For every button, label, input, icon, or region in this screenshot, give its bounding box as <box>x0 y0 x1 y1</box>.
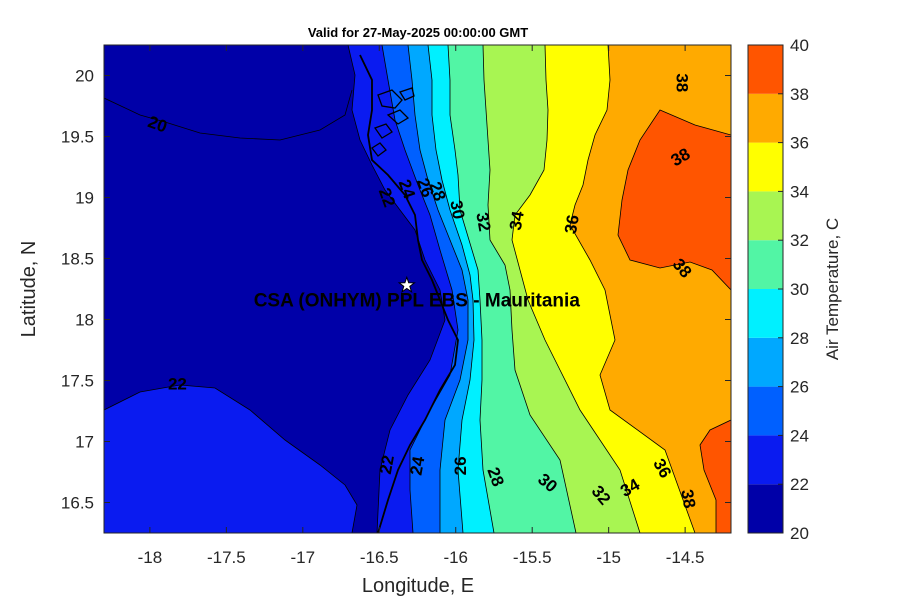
plot-frame <box>103 44 732 534</box>
contour-label: 24 <box>407 454 429 476</box>
coastline <box>359 54 459 533</box>
contour-bands <box>104 45 731 533</box>
colorbar-tick-label: 40 <box>790 36 809 55</box>
colorbar-tick-label: 20 <box>790 524 809 543</box>
y-tick-label: 18.5 <box>61 250 94 269</box>
y-axis-label: Latitude, N <box>18 241 40 338</box>
contour-line-22 <box>347 45 446 533</box>
contour-line-24 <box>381 45 459 533</box>
site-label: CSA (ONHYM) PPL EBS - Mauritania <box>254 290 581 311</box>
colorbar-swatch <box>748 142 783 192</box>
band-22-24-south <box>104 385 357 533</box>
colorbar-swatch <box>748 386 783 436</box>
island-outline <box>377 89 403 109</box>
contour-label: 22 <box>168 375 187 394</box>
y-tick-label: 19.5 <box>61 128 94 147</box>
colorbar-swatch <box>748 484 783 533</box>
island-outline <box>373 123 393 139</box>
x-tick-label: -17.5 <box>207 548 246 567</box>
contour-label: 32 <box>472 211 494 233</box>
contour-line-22-south <box>104 384 358 533</box>
colorbar-swatch <box>748 435 783 485</box>
colorbar-label: Air Temperature, C <box>823 218 842 360</box>
island-outline <box>371 142 387 157</box>
colorbar-tick-label: 30 <box>790 280 809 299</box>
x-tick-label: -18 <box>138 548 163 567</box>
contour-lines <box>104 45 731 533</box>
colorbar-tick-label: 38 <box>790 85 809 104</box>
colorbar-tick-label: 26 <box>790 378 809 397</box>
contour-line-28 <box>427 45 475 533</box>
colorbar-swatch <box>748 191 783 241</box>
contour-label: 34 <box>506 209 528 231</box>
colorbar-swatch <box>748 337 783 387</box>
y-tick-label: 18 <box>75 311 94 330</box>
band-38-40-south <box>700 420 731 533</box>
colorbar-swatch <box>748 240 783 289</box>
x-tick-label: -16 <box>443 548 468 567</box>
contour-line-34 <box>511 45 641 533</box>
contour-line-32 <box>482 45 577 533</box>
contour-label: 38 <box>673 73 692 92</box>
contour-label: 30 <box>446 199 468 221</box>
contour-line-20 <box>104 89 353 141</box>
contour-line-30 <box>447 45 495 533</box>
contour-line-36 <box>569 45 696 533</box>
colorbar-tick-label: 34 <box>790 182 809 201</box>
colorbar-tick-label: 28 <box>790 329 809 348</box>
island-outline <box>399 87 415 101</box>
x-tick-label: -15 <box>596 548 621 567</box>
y-tick-label: 17.5 <box>61 372 94 391</box>
contour-label: 22 <box>376 454 398 476</box>
contour-line-26 <box>407 45 469 533</box>
band-38-40-north <box>618 110 731 290</box>
colorbar-tick-label: 24 <box>790 426 809 445</box>
y-tick-label: 17 <box>75 433 94 452</box>
y-tick-label: 16.5 <box>61 494 94 513</box>
x-tick-label: -17 <box>291 548 316 567</box>
colorbar: 20 22 24 26 28 30 32 34 36 38 40 <box>747 36 809 543</box>
y-tick-label: 19 <box>75 189 94 208</box>
colorbar-tick-label: 36 <box>790 134 809 153</box>
x-axis-label: Longitude, E <box>362 575 474 597</box>
y-tick-label: 20 <box>75 67 94 86</box>
contour-line-38-north <box>617 109 731 291</box>
colorbar-swatch <box>748 93 783 143</box>
site-star-marker <box>397 275 416 294</box>
contour-line-38-south <box>699 419 731 533</box>
contour-label: 38 <box>677 488 699 510</box>
island-outline <box>386 109 410 125</box>
colorbar-swatch <box>748 45 783 94</box>
x-axis-ticks: -18 -17.5 -17 -16.5 -16 -15.5 -15 -14.5 <box>138 45 705 567</box>
y-axis-ticks: 16.5 17 17.5 18 18.5 19 19.5 20 <box>61 67 731 513</box>
x-tick-label: -15.5 <box>513 548 552 567</box>
contour-label: 36 <box>561 213 583 235</box>
colorbar-swatch <box>748 289 783 338</box>
chart-title: Valid for 27-May-2025 00:00:00 GMT <box>308 25 528 40</box>
colorbar-tick-label: 32 <box>790 231 809 250</box>
colorbar-tick-label: 22 <box>790 475 809 494</box>
x-tick-label: -16.5 <box>360 548 399 567</box>
x-tick-label: -14.5 <box>666 548 705 567</box>
contour-label: 26 <box>451 456 470 475</box>
